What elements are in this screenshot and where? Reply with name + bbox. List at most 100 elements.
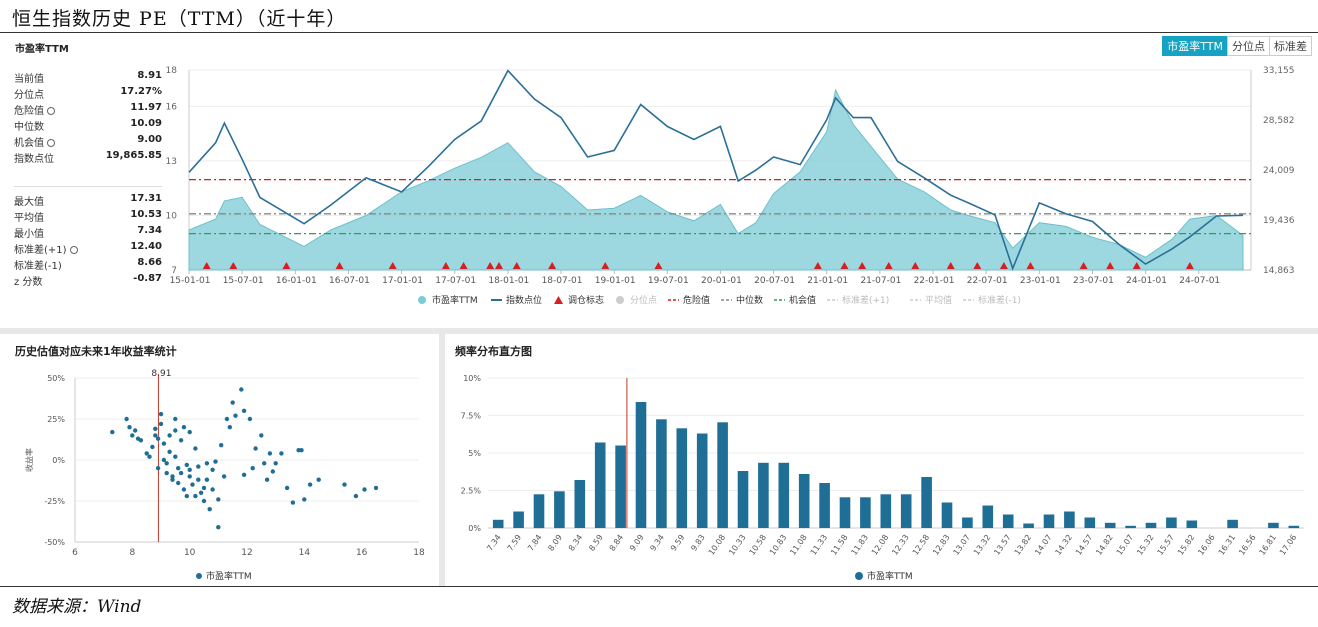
stat-value: 11.97 — [130, 102, 162, 113]
y-tick-label: 7.5% — [461, 412, 482, 421]
histogram-bar — [492, 519, 504, 529]
x-tick-label: 16.81 — [1258, 533, 1279, 557]
x-tick-label: 20-01-01 — [701, 276, 742, 286]
x-tick-label: 12.58 — [911, 533, 932, 557]
stat-value: 7.34 — [137, 225, 162, 236]
stat-value: 9.00 — [137, 134, 162, 145]
gear-icon[interactable] — [47, 107, 55, 115]
x-tick-label: 23-07-01 — [1073, 276, 1114, 286]
histogram-bar — [819, 483, 830, 528]
legend-label[interactable]: 平均值 — [925, 294, 952, 306]
x-tick-label: 12.83 — [931, 533, 952, 557]
stat-value: 17.27% — [120, 86, 162, 97]
histogram-bar — [594, 442, 606, 528]
legend-label[interactable]: 中位数 — [736, 294, 763, 306]
gear-icon[interactable] — [69, 246, 78, 254]
x-tick-label: 22-07-01 — [967, 276, 1008, 286]
pe-ttm-area — [188, 88, 1244, 271]
scatter-point — [155, 436, 161, 441]
x-tick-label: 10 — [184, 548, 196, 558]
stat-value: 8.66 — [137, 257, 162, 268]
x-tick-label: 21-07-01 — [860, 276, 901, 286]
x-tick-label: 16.06 — [1196, 533, 1217, 557]
legend-dot-icon — [616, 296, 624, 304]
scatter-point — [250, 466, 255, 471]
scatter-point — [144, 451, 149, 456]
x-tick-label: 13.82 — [1013, 533, 1034, 557]
stat-value: 8.91 — [137, 70, 162, 81]
stat-label: 指数点位 — [14, 150, 54, 165]
y-tick-label: 25% — [47, 415, 65, 424]
x-tick-label: 9.34 — [648, 533, 666, 553]
panel-gutter — [439, 334, 445, 586]
x-tick-label: 8.09 — [546, 533, 564, 553]
rebalance-marker — [840, 262, 849, 269]
stat-value: 10.53 — [130, 209, 162, 220]
scatter-point — [230, 400, 235, 405]
histogram-bar — [554, 491, 565, 529]
scatter-point — [178, 470, 184, 476]
histogram-bar — [635, 402, 647, 528]
rebalance-marker — [459, 262, 468, 269]
x-tick-label: 12.33 — [890, 533, 911, 557]
legend-dot-icon — [855, 572, 863, 580]
legend-label[interactable]: 标准差(-1) — [978, 294, 1021, 306]
rebalance-marker — [973, 262, 982, 269]
index-level-line — [188, 69, 1244, 271]
scatter-point — [279, 451, 284, 456]
stat-label: 危险值 — [14, 102, 55, 117]
histogram-bar — [941, 502, 953, 528]
stat-row-3: 最小值 7.34 — [14, 225, 162, 240]
stat-label: 中位数 — [14, 118, 44, 133]
gear-icon[interactable] — [47, 139, 55, 147]
x-tick-label: 21-01-01 — [807, 276, 848, 286]
legend-label[interactable]: 市盈率TTM — [432, 294, 478, 306]
stat-label: 机会值 — [14, 134, 55, 149]
tab-std-dev[interactable]: 标准差 — [1269, 36, 1312, 56]
histogram-bar — [1186, 520, 1198, 528]
histogram-bar — [962, 517, 973, 528]
scatter-point — [170, 474, 175, 479]
legend-dot-icon — [418, 296, 426, 304]
x-tick-label: 10.33 — [727, 533, 748, 557]
x-tick-label: 14.07 — [1033, 533, 1054, 557]
scatter-point — [158, 421, 164, 427]
x-tick-label: 14.32 — [1054, 533, 1075, 557]
legend-label[interactable]: 指数点位 — [506, 294, 542, 306]
tab-percentile[interactable]: 分位点 — [1227, 36, 1270, 56]
x-tick-label: 15.07 — [1115, 533, 1136, 557]
current-value-label: 8.91 — [151, 369, 171, 379]
tab-pe-ttm[interactable]: 市盈率TTM — [1162, 36, 1228, 56]
histogram-bar — [615, 445, 626, 528]
legend-label[interactable]: 危险值 — [683, 294, 710, 306]
metric-tabs: 市盈率TTM 分位点 标准差 — [1162, 36, 1312, 56]
x-tick-label: 18 — [413, 548, 425, 558]
stat-row-5: 机会值 9.00 — [14, 134, 162, 149]
scatter-point — [201, 498, 207, 504]
scatter-point — [353, 493, 359, 499]
legend-label[interactable]: 机会值 — [789, 294, 816, 306]
x-tick-label: 10.83 — [768, 533, 789, 557]
legend-label: 市盈率TTM — [206, 570, 252, 582]
scatter-point — [127, 425, 132, 430]
scatter-point — [219, 443, 224, 448]
scatter-point — [176, 480, 181, 486]
stat-label-text: 机会值 — [14, 138, 44, 149]
stat-value: 10.09 — [130, 118, 162, 129]
histogram-bar — [900, 494, 912, 529]
legend-label[interactable]: 调仓标志 — [568, 294, 604, 306]
header-divider — [0, 32, 1318, 33]
stat-row-6: 指数点位 19,865.85 — [14, 150, 162, 165]
legend-label[interactable]: 标准差(+1) — [842, 294, 889, 306]
histogram-bar — [1268, 522, 1279, 529]
scatter-point — [138, 438, 144, 443]
legend-label[interactable]: 分位点 — [630, 294, 657, 306]
x-tick-label: 14.82 — [1094, 533, 1115, 557]
scatter-point — [170, 477, 175, 482]
scatter-point — [247, 416, 253, 422]
x-tick-label: 9.09 — [628, 533, 646, 553]
x-tick-label: 7.34 — [485, 533, 503, 553]
x-tick-label: 24-01-01 — [1126, 276, 1167, 286]
histogram-bar — [758, 462, 769, 528]
footer-divider — [0, 586, 1318, 587]
